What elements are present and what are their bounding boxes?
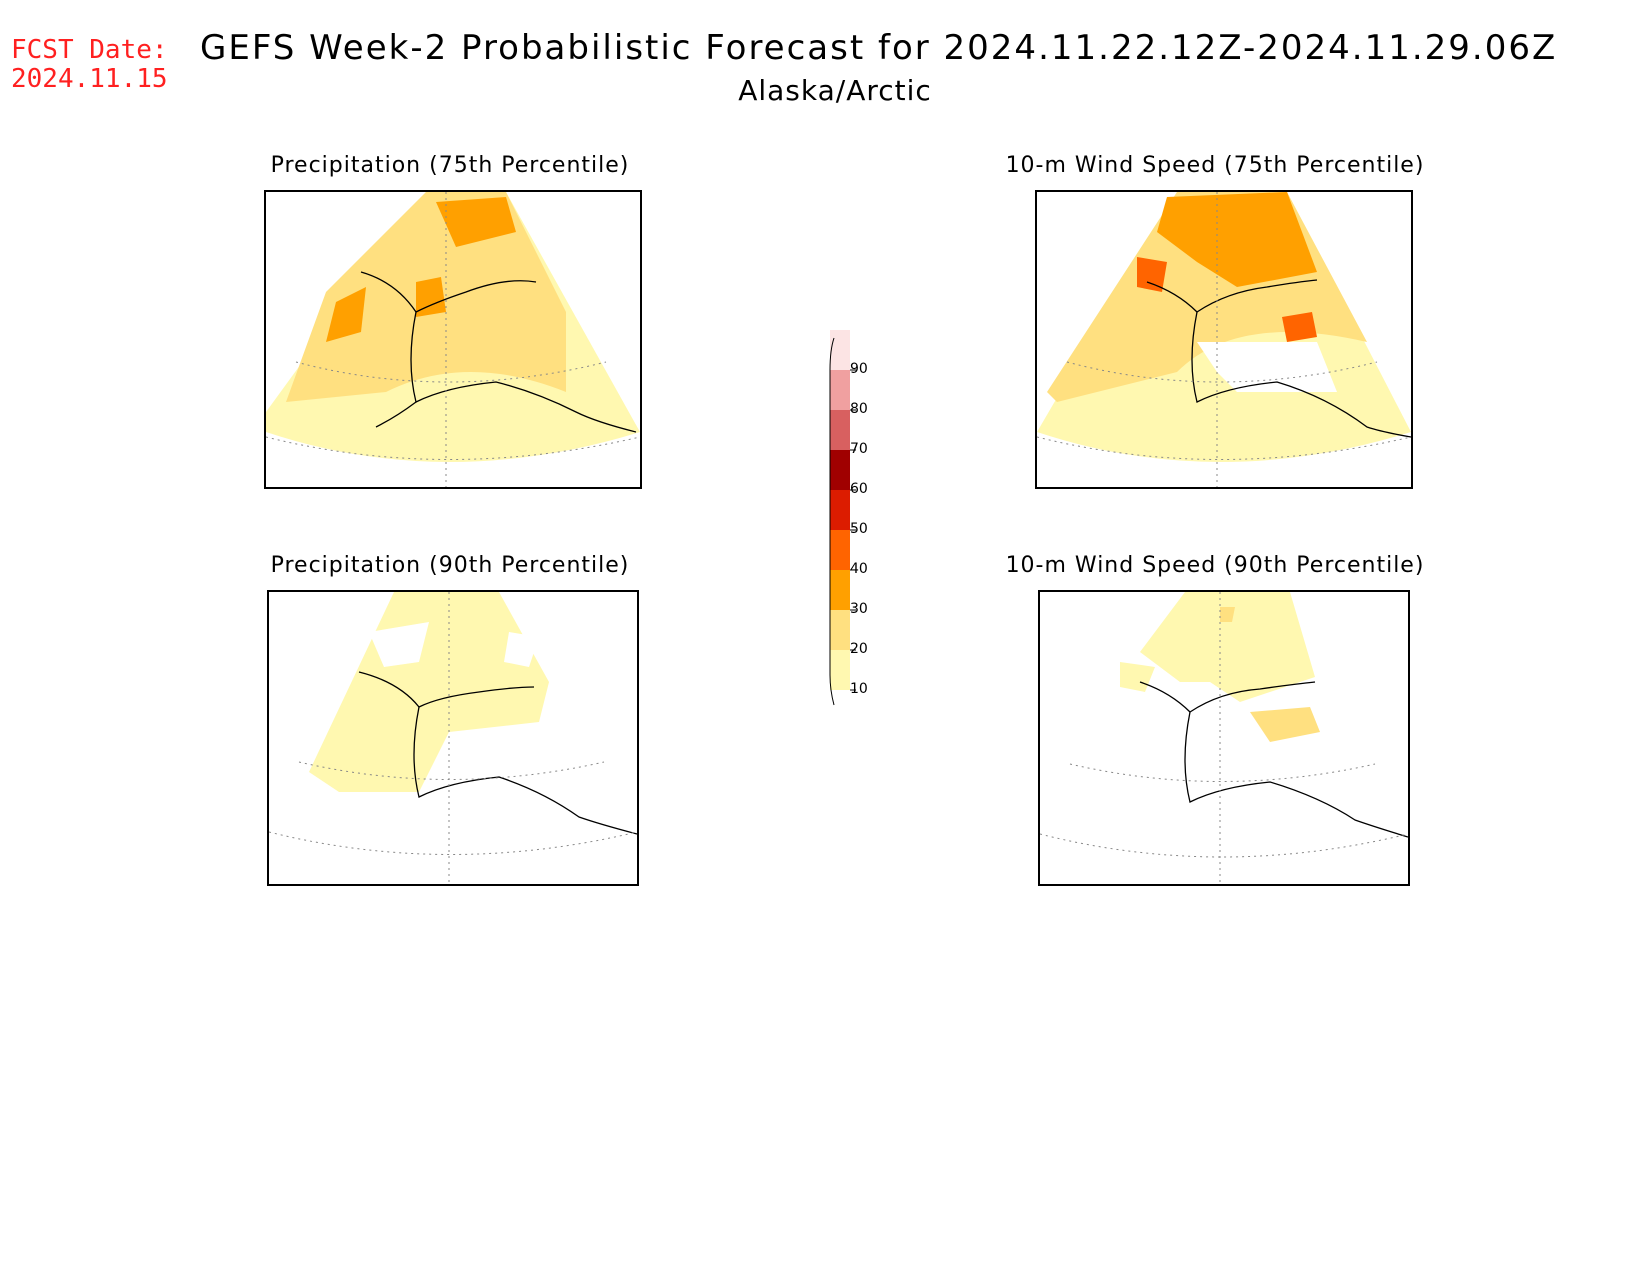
map-wind75-svg — [1037, 192, 1411, 487]
panel-title-wind75: 10-m Wind Speed (75th Percentile) — [1005, 153, 1425, 178]
map-wind90 — [1038, 590, 1410, 886]
page-title: GEFS Week-2 Probabilistic Forecast for 2… — [200, 28, 1558, 68]
map-precip90-svg — [269, 592, 637, 884]
legend-label-10: 10 — [850, 681, 868, 697]
forecast-date-block: FCST Date: 2024.11.15 — [11, 36, 168, 94]
map-precip75-svg — [266, 192, 640, 487]
panel-title-precip75: Precipitation (75th Percentile) — [270, 153, 630, 178]
region-label: Alaska/Arctic — [738, 74, 932, 107]
map-wind90-svg — [1040, 592, 1408, 884]
legend-label-90: 90 — [850, 361, 868, 377]
legend-swatch-80 — [830, 370, 850, 410]
legend-label-60: 60 — [850, 481, 868, 497]
panel-title-precip90: Precipitation (90th Percentile) — [270, 553, 630, 578]
legend-label-30: 30 — [850, 601, 868, 617]
map-precip90 — [267, 590, 639, 886]
map-wind75 — [1035, 190, 1413, 489]
legend-label-20: 20 — [850, 641, 868, 657]
legend-label-70: 70 — [850, 441, 868, 457]
map-precip75 — [264, 190, 642, 489]
forecast-date-label: FCST Date: — [11, 35, 168, 65]
legend-swatch-60 — [830, 450, 850, 490]
legend-swatch-10 — [830, 650, 850, 690]
legend-swatch-20 — [830, 610, 850, 650]
legend-swatch-30 — [830, 570, 850, 610]
panel-title-wind90: 10-m Wind Speed (90th Percentile) — [1005, 553, 1425, 578]
legend-swatch-70 — [830, 410, 850, 450]
color-legend — [829, 330, 856, 706]
legend-label-40: 40 — [850, 561, 868, 577]
page-subtitle: Alaska/Arctic — [0, 74, 1650, 107]
legend-swatch-90 — [830, 330, 850, 370]
legend-swatch-40 — [830, 530, 850, 570]
legend-swatch-50 — [830, 490, 850, 530]
forecast-date-value: 2024.11.15 — [11, 64, 168, 94]
legend-label-80: 80 — [850, 401, 868, 417]
legend-label-50: 50 — [850, 521, 868, 537]
